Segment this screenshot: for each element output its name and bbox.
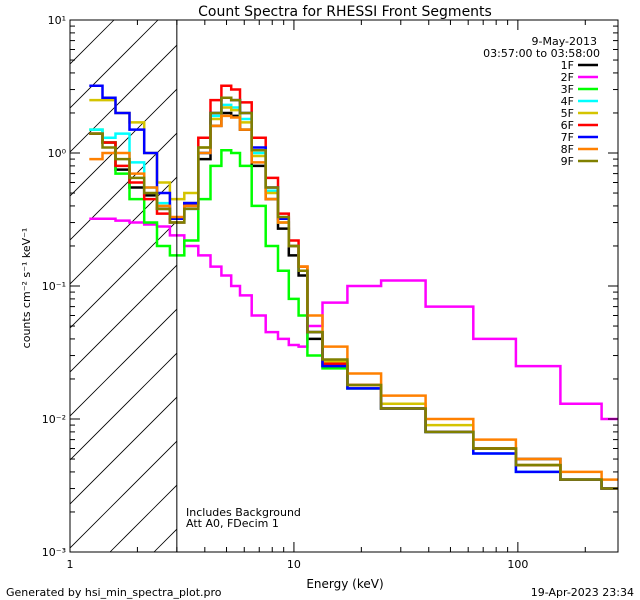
legend-label-5f: 5F — [561, 107, 574, 120]
legend-label-9f: 9F — [561, 155, 574, 168]
legend-label-3f: 3F — [561, 83, 574, 96]
annotation-background: Includes Background — [186, 506, 301, 519]
series-line-9f — [89, 96, 618, 490]
axis-ticks: 1 10 100 10⁻³ 10⁻² 10⁻¹ 10⁰ 10¹ — [42, 14, 618, 571]
legend-label-4f: 4F — [561, 95, 574, 108]
y-tick-label: 10⁻³ — [42, 546, 66, 559]
x-tick-label: 1 — [67, 558, 74, 571]
x-tick-label: 100 — [507, 558, 528, 571]
legend-label-8f: 8F — [561, 143, 574, 156]
date-label: 9-May-2013 — [532, 35, 597, 48]
hatch-line — [70, 88, 177, 197]
y-axis-label: counts cm⁻² s⁻¹ keV⁻¹ — [20, 228, 33, 349]
y-tick-label: 10⁰ — [48, 147, 67, 160]
hatch-line — [70, 220, 177, 329]
y-tick-label: 10⁻¹ — [42, 280, 66, 293]
shaded-region-hatch — [70, 20, 177, 552]
time-range-label: 03:57:00 to 03:58:00 — [483, 47, 600, 60]
footer-generated-by: Generated by hsi_min_spectra_plot.pro — [6, 586, 222, 599]
y-tick-label: 10¹ — [48, 14, 66, 27]
legend-label-2f: 2F — [561, 71, 574, 84]
annotation-attenuator: Att A0, FDecim 1 — [186, 517, 279, 530]
hatch-line — [70, 44, 177, 153]
legend-label-7f: 7F — [561, 131, 574, 144]
hatch-line — [70, 396, 177, 505]
x-tick-label: 10 — [287, 558, 301, 571]
footer-timestamp: 19-Apr-2023 23:34 — [531, 586, 634, 599]
series-lines — [89, 84, 618, 490]
hatch-line — [70, 264, 177, 373]
y-tick-label: 10⁻² — [42, 413, 66, 426]
hatch-line — [70, 440, 177, 549]
chart-title: Count Spectra for RHESSI Front Segments — [198, 4, 492, 20]
x-axis-label: Energy (keV) — [306, 577, 383, 591]
legend-label-1f: 1F — [561, 59, 574, 72]
legend-label-6f: 6F — [561, 119, 574, 132]
